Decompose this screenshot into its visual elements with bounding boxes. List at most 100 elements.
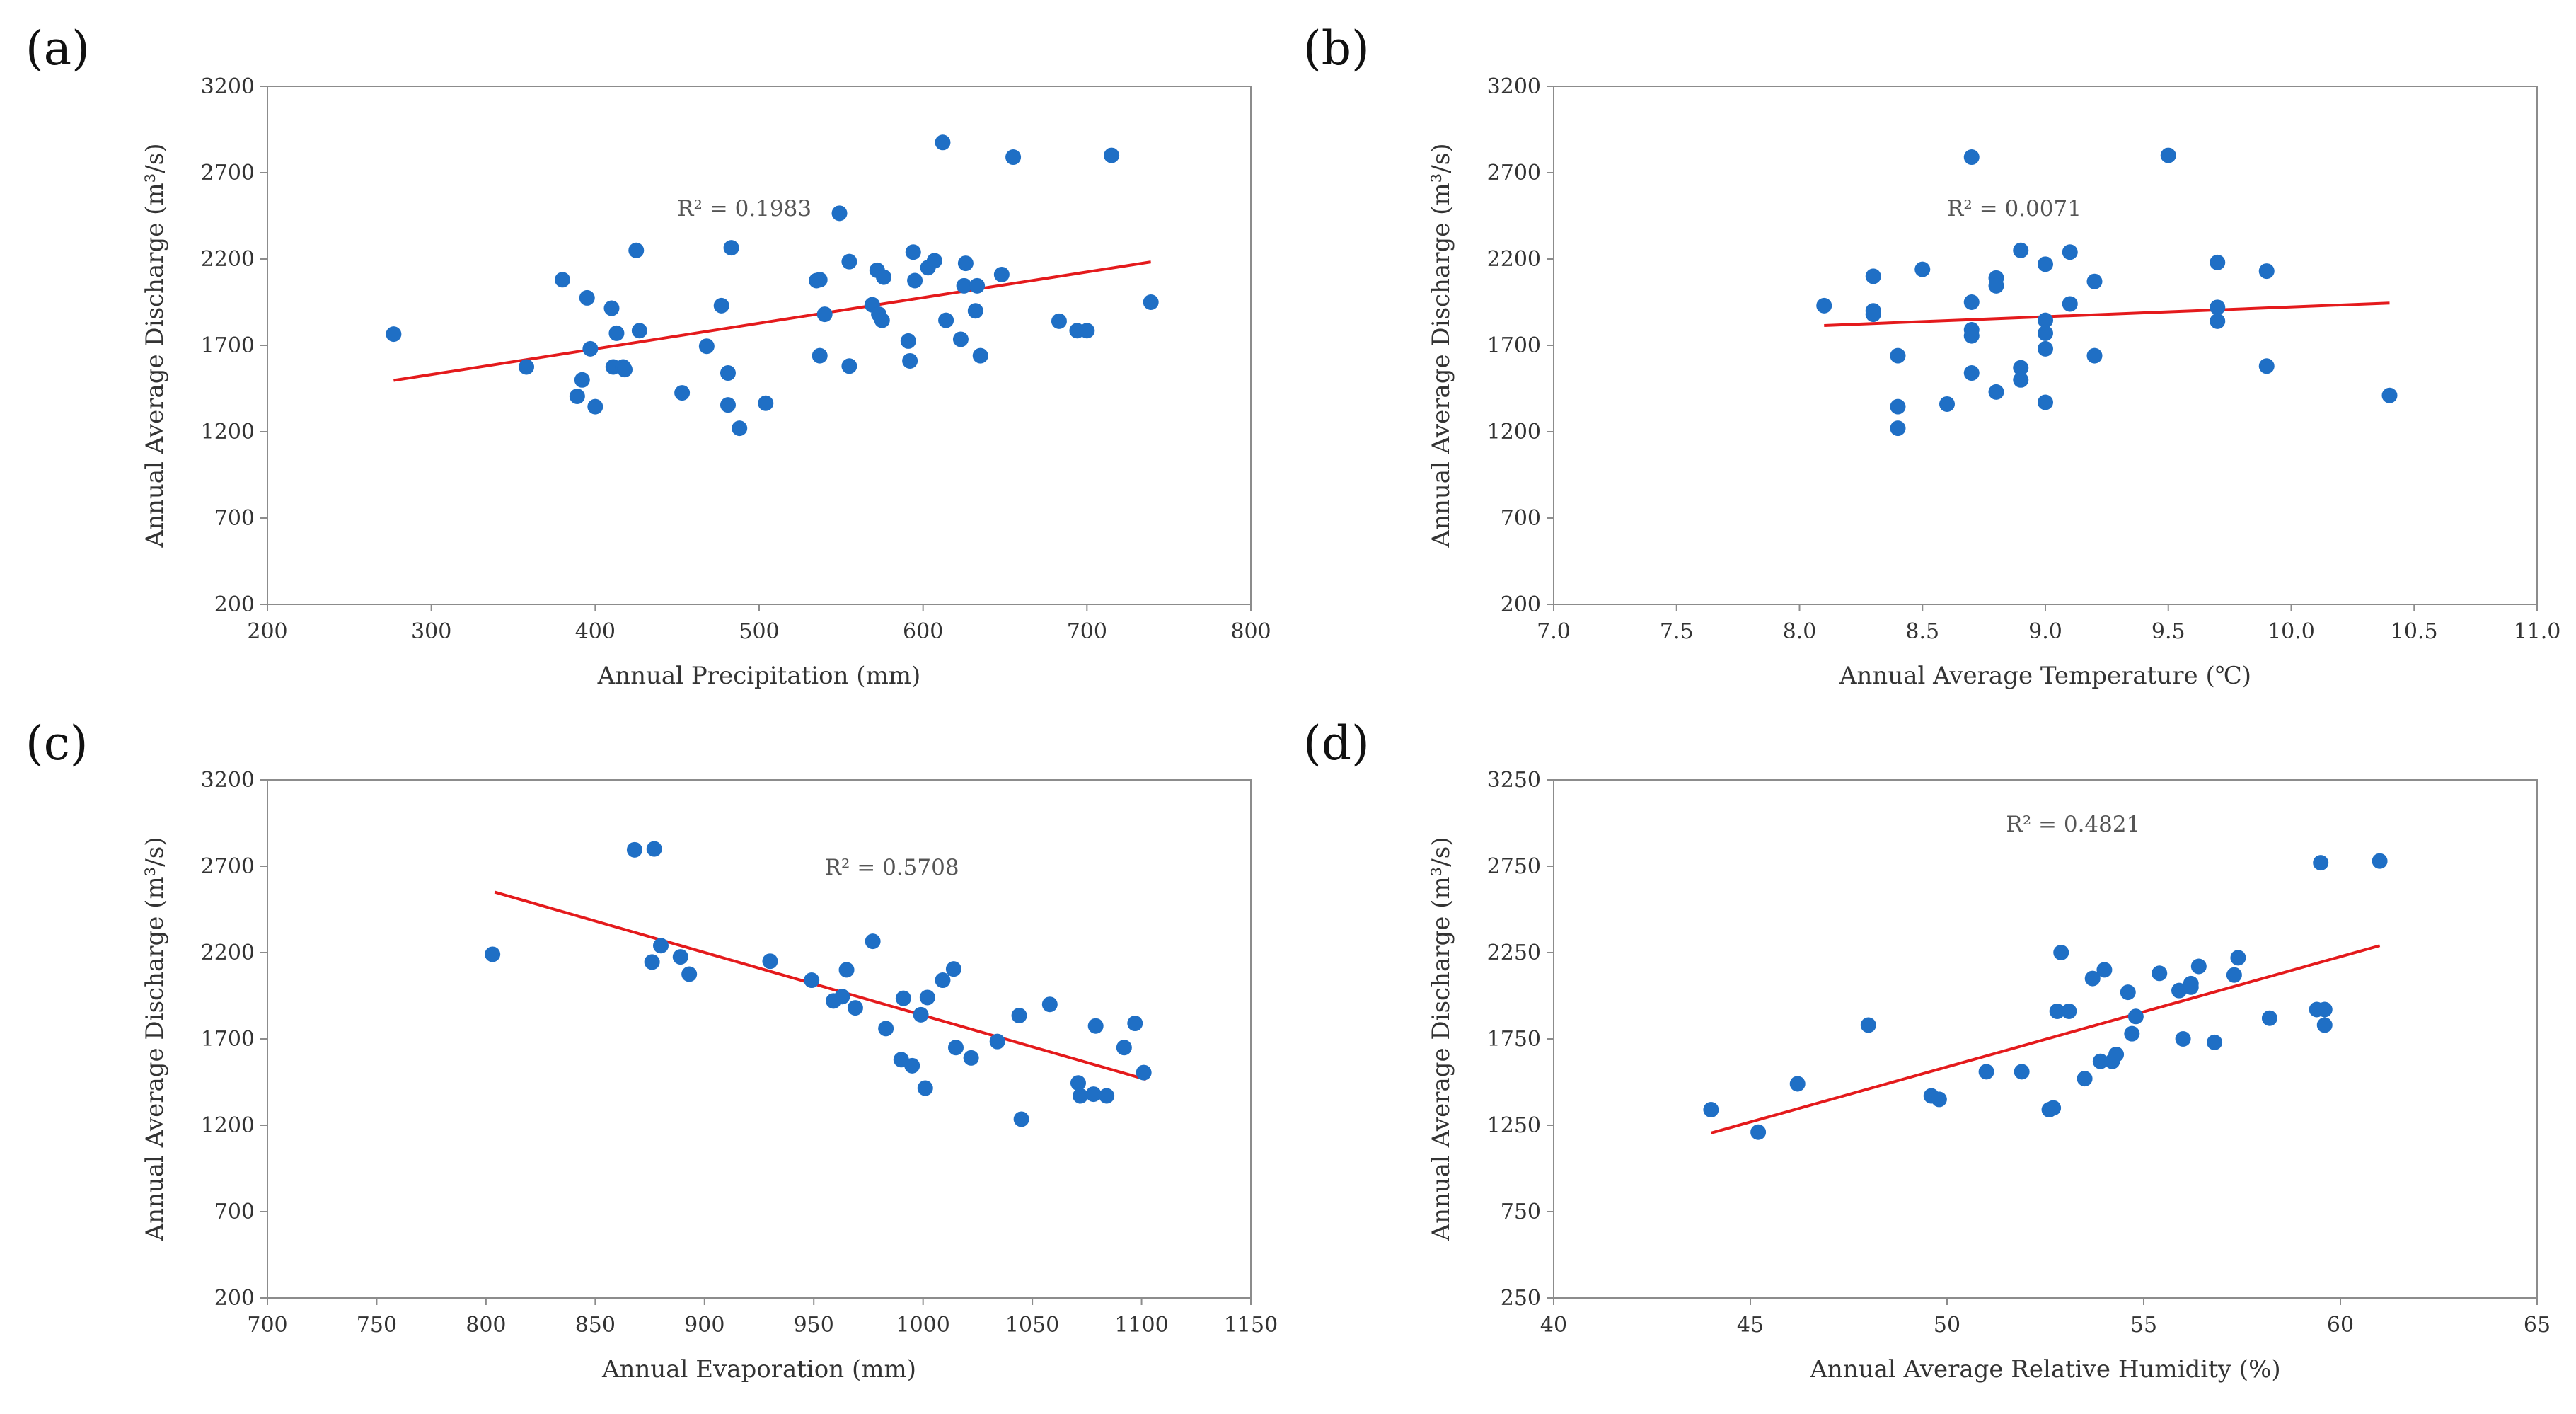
data-point-a <box>582 340 599 357</box>
data-point-d <box>2120 984 2136 1001</box>
x-axis-title-d: Annual Average Relative Humidity (%) <box>1809 1355 2280 1384</box>
data-point-a <box>720 365 736 381</box>
x-tick-label-a: 800 <box>1230 619 1271 644</box>
x-tick-label-b: 11.0 <box>2514 619 2561 644</box>
y-tick-label-d: 250 <box>1501 1286 1541 1311</box>
data-point-a <box>758 395 774 411</box>
data-point-d <box>1978 1064 1994 1080</box>
r2-label-d: R² = 0.4821 <box>2006 812 2140 837</box>
x-axis-title-b: Annual Average Temperature (℃) <box>1839 662 2251 690</box>
data-point-d <box>2171 982 2188 999</box>
data-point-c <box>895 990 911 1006</box>
data-point-a <box>841 253 857 270</box>
data-point-a <box>628 242 645 258</box>
x-tick-label-d: 45 <box>1737 1313 1764 1338</box>
data-point-d <box>1860 1017 1876 1033</box>
plot-c: 700 750 800 850 900 950 1000 1050 1100 1150200700… <box>141 768 1278 1384</box>
data-point-c <box>904 1057 920 1074</box>
data-point-c <box>919 989 935 1006</box>
x-tick-label-b: 10.5 <box>2391 619 2438 644</box>
y-tick-label-d: 3250 <box>1487 768 1541 793</box>
plot-d: 40 45 50 55 60 65 250 750 1250 1750 2250 2750 3250 An… <box>1427 768 2551 1384</box>
data-point-a <box>935 134 951 151</box>
data-point-d <box>2316 1001 2333 1018</box>
r2-label-a: R² = 0.1983 <box>677 196 812 222</box>
x-tick-label-c: 700 <box>247 1313 287 1338</box>
data-point-b <box>2038 312 2053 328</box>
data-point-a <box>587 398 603 415</box>
x-tick-label-b: 10.0 <box>2268 619 2315 644</box>
panel-label-d: (d) <box>1303 716 1370 771</box>
data-point-d <box>2124 1025 2140 1042</box>
y-tick-label-b: 1700 <box>1487 333 1541 358</box>
data-point-a <box>969 277 986 294</box>
y-tick-label-c: 200 <box>214 1286 255 1311</box>
plot-b: 7.0 7.5 8.0 8.5 9.0 9.5 10.0 10.5 11.0 200 700 1200… <box>1427 74 2560 690</box>
data-point-d <box>2183 975 2199 991</box>
data-point-d <box>2045 1100 2062 1116</box>
data-point-b <box>2038 256 2053 272</box>
data-point-a <box>831 205 848 222</box>
y-axis-title-c: Annual Average Discharge (m³/s) <box>141 837 169 1242</box>
data-point-d <box>2014 1064 2030 1080</box>
trendline-b <box>1824 301 2390 327</box>
data-point-c <box>644 954 660 970</box>
panel-label-c: (c) <box>25 716 88 771</box>
data-point-a <box>905 244 921 260</box>
data-point-d <box>2108 1046 2125 1062</box>
data-point-b <box>1963 149 1980 166</box>
data-point-b <box>2013 242 2029 258</box>
data-point-d <box>2077 1071 2093 1087</box>
data-point-a <box>1005 149 1022 166</box>
y-tick-label-b: 700 <box>1501 506 1541 531</box>
data-point-d <box>2372 853 2388 869</box>
r2-label-b: R² = 0.0071 <box>1947 196 2081 222</box>
panel-label-a: (a) <box>25 21 90 76</box>
data-point-d <box>1789 1076 1806 1092</box>
data-point-a <box>1051 313 1067 329</box>
data-point-b <box>1890 347 1906 364</box>
data-point-b <box>2062 296 2078 312</box>
x-axis-title-c: Annual Evaporation (mm) <box>601 1355 916 1384</box>
y-tick-label-b: 2200 <box>1487 247 1541 272</box>
data-point-b <box>1914 261 1931 277</box>
data-point-a <box>956 277 972 294</box>
x-tick-label-b: 9.0 <box>2028 619 2062 644</box>
data-point-b <box>2086 273 2103 289</box>
data-point-c <box>945 961 961 977</box>
data-point-d <box>2096 962 2113 978</box>
x-tick-label-c: 1050 <box>1005 1313 1059 1338</box>
data-point-a <box>386 326 402 343</box>
data-point-b <box>1865 268 1881 284</box>
data-point-a <box>1079 323 1095 339</box>
data-point-b <box>2210 313 2226 329</box>
data-point-c <box>1011 1008 1027 1024</box>
y-tick-label-b: 3200 <box>1487 74 1541 99</box>
data-point-a <box>874 312 890 328</box>
y-tick-label-a: 1700 <box>201 333 255 358</box>
data-point-a <box>876 269 892 285</box>
x-tick-label-b: 7.5 <box>1660 619 1694 644</box>
data-point-b <box>1963 365 1980 381</box>
data-point-c <box>762 953 778 970</box>
data-point-a <box>1143 294 1159 310</box>
x-tick-label-b: 8.5 <box>1905 619 1939 644</box>
data-point-d <box>2207 1034 2223 1050</box>
x-tick-label-d: 50 <box>1934 1313 1960 1338</box>
x-tick-label-a: 200 <box>247 619 287 644</box>
data-point-c <box>681 966 698 982</box>
data-point-b <box>1816 297 1832 314</box>
data-point-b <box>2062 244 2078 260</box>
x-tick-label-a: 500 <box>739 619 779 644</box>
data-point-a <box>713 297 729 314</box>
data-point-a <box>720 397 736 413</box>
data-point-d <box>2313 855 2329 871</box>
data-point-a <box>938 312 954 328</box>
r2-label-c: R² = 0.5708 <box>825 855 959 880</box>
data-point-d <box>2152 965 2168 982</box>
data-point-d <box>2127 1008 2144 1025</box>
x-tick-label-d: 60 <box>2327 1313 2354 1338</box>
data-point-b <box>2038 394 2053 410</box>
x-tick-label-b: 8.0 <box>1783 619 1817 644</box>
data-point-b <box>1939 396 1955 412</box>
